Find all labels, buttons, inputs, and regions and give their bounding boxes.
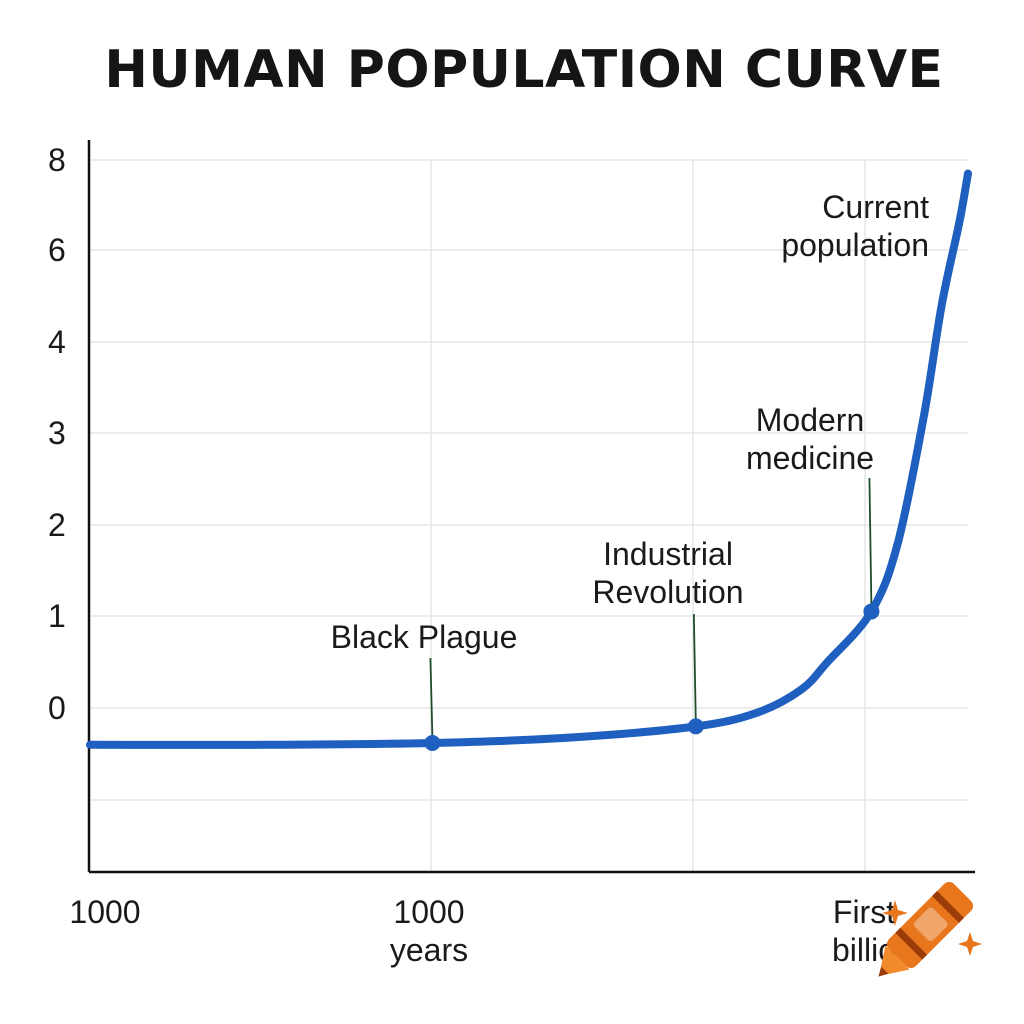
annotation-marker <box>687 718 704 735</box>
annotation-leader <box>868 477 873 608</box>
annotation-marker <box>424 734 441 751</box>
x-tick-label: 1000 <box>69 894 140 930</box>
annotation-label: Modern medicine <box>746 402 874 476</box>
y-tick-label: 6 <box>48 232 66 268</box>
y-tick-label: 8 <box>48 142 66 178</box>
chart-title: HUMAN POPULATION CURVE <box>104 40 944 100</box>
y-tick-label: 0 <box>48 690 66 726</box>
y-tick-label: 2 <box>48 507 66 543</box>
y-tick-label: 4 <box>48 324 66 360</box>
annotation-leader <box>692 613 697 723</box>
annotation-label: Current population <box>781 189 929 263</box>
annotation-label: Industrial Revolution <box>592 536 743 610</box>
annotation-marker <box>863 603 880 620</box>
annotation-leader <box>429 657 434 739</box>
population-series-line <box>86 169 972 749</box>
annotation-label: Black Plague <box>331 619 518 655</box>
x-tick-label: 1000 years <box>390 894 468 968</box>
y-tick-label: 3 <box>48 415 66 451</box>
y-tick-label: 1 <box>48 598 66 634</box>
crayon-sparkle-icon <box>878 881 982 977</box>
